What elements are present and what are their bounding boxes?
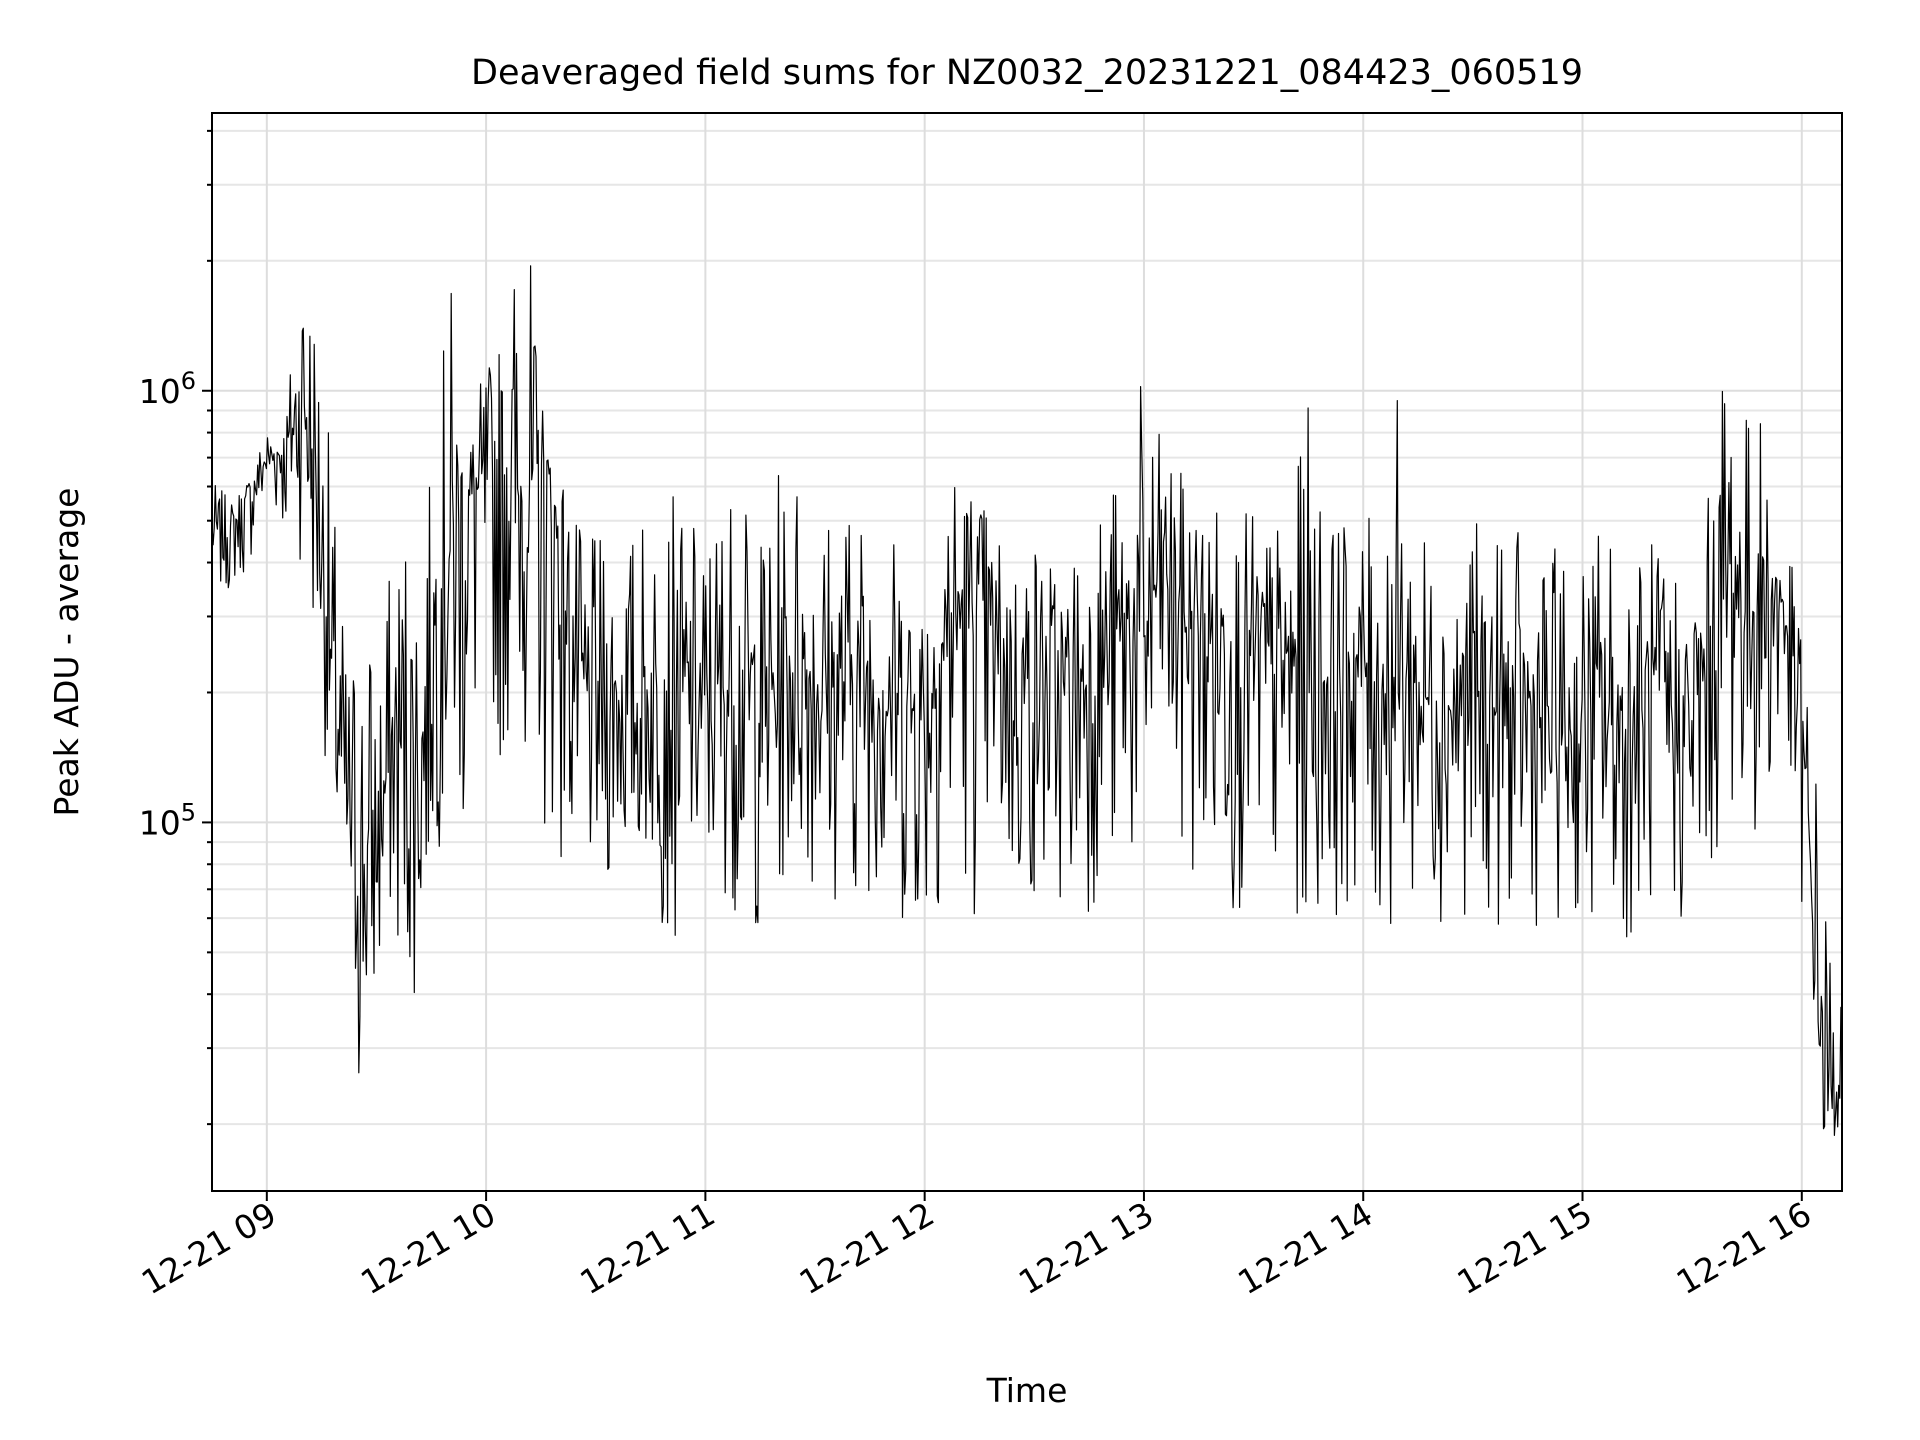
x-tick-label: 12-21 11 bbox=[573, 1194, 721, 1302]
x-axis-ticks: 12-21 09 12-21 10 12-21 11 12-21 12 12-21 13… bbox=[135, 1191, 1818, 1302]
x-tick-label: 12-21 09 bbox=[135, 1194, 283, 1302]
data-series bbox=[211, 265, 1843, 1136]
y-tick-label: 106 bbox=[139, 367, 196, 411]
x-tick-label: 12-21 10 bbox=[354, 1194, 502, 1302]
grid-lines bbox=[212, 113, 1842, 1191]
y-tick-label: 105 bbox=[139, 798, 196, 842]
x-tick-label: 12-21 13 bbox=[1012, 1194, 1160, 1302]
x-tick-label: 12-21 12 bbox=[793, 1194, 941, 1302]
y-axis-label: Peak ADU - average bbox=[47, 488, 86, 817]
x-axis-label: Time bbox=[986, 1371, 1068, 1410]
series-line bbox=[211, 265, 1843, 1136]
x-tick-label: 12-21 16 bbox=[1670, 1194, 1818, 1302]
chart-title: Deaveraged field sums for NZ0032_2023122… bbox=[471, 53, 1583, 93]
plot-frame bbox=[211, 112, 1843, 1192]
x-tick-label: 12-21 15 bbox=[1451, 1194, 1599, 1302]
x-tick-label: 12-21 14 bbox=[1231, 1194, 1379, 1302]
y-axis-ticks: 105 106 bbox=[139, 129, 212, 1126]
